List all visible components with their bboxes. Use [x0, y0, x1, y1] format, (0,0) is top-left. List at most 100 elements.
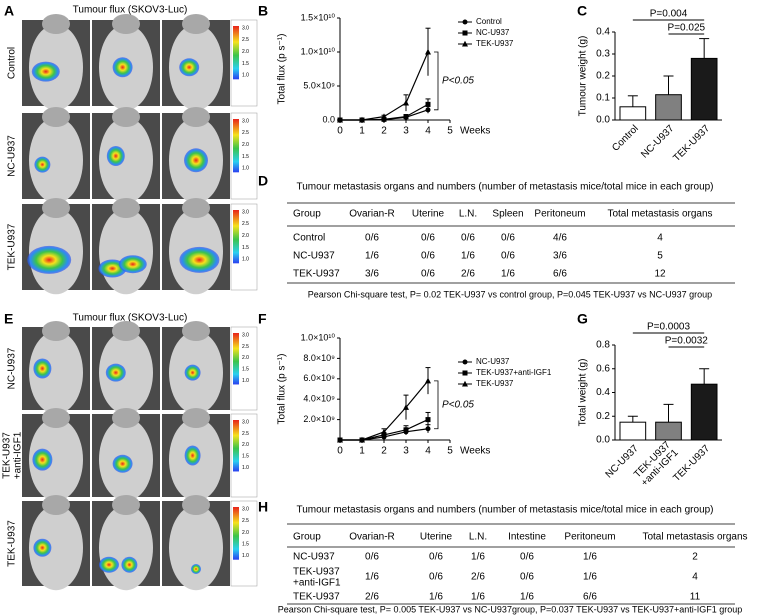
panel-letter: E: [4, 311, 13, 327]
table-cell: 2/6: [471, 572, 485, 583]
colorbar-label: 2.0: [242, 442, 249, 448]
colorbar-label: 3.0: [242, 118, 249, 124]
mouse-body: [99, 117, 153, 204]
table-header: Group: [293, 209, 321, 220]
signal: [118, 255, 147, 274]
table-cell: 1/6: [520, 592, 534, 603]
x-tick-label: 5: [447, 446, 453, 457]
marker: [462, 40, 468, 47]
y-tick-label: 0.0: [596, 115, 610, 126]
x-tick-label: 0: [337, 126, 343, 137]
table-cell: TEK-U937: [293, 269, 340, 280]
y-tick-label: 4.0×10⁹: [303, 394, 335, 404]
mouse-head: [42, 198, 70, 218]
marker: [425, 101, 431, 107]
bar: [655, 94, 682, 121]
mouse-head: [182, 14, 210, 34]
table-cell: 0/6: [461, 233, 475, 244]
table-cell: 0/6: [421, 269, 435, 280]
mouse-head: [42, 14, 70, 34]
legend-label: NC-U937: [476, 357, 510, 366]
legend-label: TEK-U937+anti-IGF1: [476, 368, 552, 377]
table-cell: 3/6: [553, 251, 567, 262]
y-axis-label: Tumour weight (g): [578, 36, 589, 117]
mouse-head: [42, 408, 70, 428]
marker: [425, 377, 431, 384]
signal: [121, 556, 138, 573]
table-cell: 2: [692, 552, 698, 563]
marker: [462, 359, 468, 365]
colorbar-label: 2.5: [242, 221, 249, 227]
table-title: Tumour metastasis organs and numbers (nu…: [296, 182, 713, 193]
row-label: TEK-U937: [7, 223, 18, 270]
annotation: P<0.05: [442, 76, 474, 87]
table-title: Tumour metastasis organs and numbers (nu…: [296, 505, 713, 516]
marker: [381, 428, 387, 435]
marker: [462, 19, 468, 25]
colorbar-label: 2.5: [242, 344, 249, 350]
y-tick-label: 0.2: [596, 411, 610, 422]
x-tick-label: TEK-U937: [671, 443, 712, 484]
colorbar: [233, 333, 239, 385]
mouse-head: [112, 495, 140, 515]
table-footnote: Pearson Chi-square test, P= 0.02 TEK-U93…: [308, 289, 712, 299]
table-cell: 3/6: [365, 269, 379, 280]
panel-title: Tumour flux (SKOV3-Luc): [73, 313, 188, 324]
marker: [462, 370, 468, 376]
panel-letter: F: [258, 311, 267, 327]
y-axis-label: Total flux (p s⁻¹): [277, 34, 288, 105]
annotation: P=0.025: [668, 23, 706, 34]
table-header: Intestine: [508, 532, 546, 543]
table-cell: 1/6: [471, 552, 485, 563]
y-tick-label: 2.0×10⁹: [303, 414, 335, 424]
mouse-head: [112, 321, 140, 341]
marker: [337, 436, 343, 443]
x-tick-label: 3: [403, 126, 409, 137]
mouse-body: [29, 505, 83, 591]
table-cell: 2/6: [461, 269, 475, 280]
table-cell: 0/6: [365, 552, 379, 563]
row-label: TEK-U937: [7, 520, 18, 567]
colorbar-label: 1.0: [242, 73, 249, 79]
legend-label: Control: [476, 17, 502, 26]
colorbar-label: 1.0: [242, 378, 249, 384]
colorbar-label: 1.5: [242, 61, 249, 67]
signal: [179, 58, 200, 77]
signal: [184, 364, 201, 381]
marker: [403, 427, 409, 433]
mouse-head: [182, 495, 210, 515]
table-header: Ovarian-R: [349, 209, 395, 220]
table-cell: 1/6: [583, 572, 597, 583]
table-header: Uterine: [420, 532, 453, 543]
mouse-head: [42, 321, 70, 341]
row-label: Control: [7, 47, 18, 79]
y-tick-label: 0.2: [596, 71, 610, 82]
mouse-body: [29, 117, 83, 204]
x-tick-label: TEK-U937: [671, 123, 712, 164]
signal: [191, 564, 201, 574]
mouse-head: [112, 198, 140, 218]
colorbar-label: 1.5: [242, 454, 249, 460]
signal: [105, 363, 126, 382]
table-cell: 1/6: [471, 592, 485, 603]
x-tick-label: 1: [359, 446, 365, 457]
table-cell: 1/6: [501, 269, 515, 280]
colorbar-label: 2.5: [242, 130, 249, 136]
signal: [32, 448, 53, 471]
marker: [462, 30, 468, 36]
y-tick-label: 1.5×10¹⁰: [301, 12, 336, 22]
table-header: Total metastasis organs: [642, 532, 747, 543]
x-axis-label: Weeks: [460, 446, 490, 457]
table-header: Peritoneum: [534, 209, 585, 220]
table-cell: NC-U937: [293, 552, 335, 563]
signal: [33, 538, 52, 557]
legend-label: NC-U937: [476, 28, 510, 37]
table-header: Group: [293, 532, 321, 543]
table-cell: 1/6: [461, 251, 475, 262]
x-axis-label: Weeks: [460, 126, 490, 137]
table-header: Total metastasis organs: [607, 209, 712, 220]
table-header: Ovarian-R: [349, 532, 395, 543]
mouse-head: [182, 408, 210, 428]
colorbar-label: 2.0: [242, 530, 249, 536]
table-cell: 12: [654, 269, 666, 280]
